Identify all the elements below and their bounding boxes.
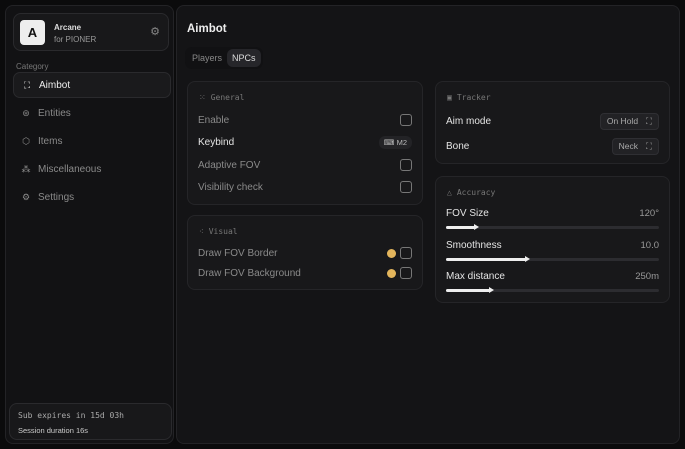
app-subtitle: for PIONER xyxy=(54,35,97,44)
card-header: Accuracy xyxy=(456,188,496,197)
smoothness-slider-row: Smoothness 10.0 xyxy=(446,240,660,262)
bone-label: Bone xyxy=(446,140,470,152)
bone-value: Neck xyxy=(618,140,639,151)
sidebar-item-label: Settings xyxy=(38,191,75,203)
entities-icon: ⊛ xyxy=(22,107,30,118)
category-label: Category xyxy=(16,62,49,71)
slider-fill xyxy=(446,258,527,261)
sub-expires: Sub expires in 15d 03h xyxy=(18,411,124,420)
slider-handle[interactable] xyxy=(524,256,530,262)
keybind-label: Keybind xyxy=(198,136,235,148)
sidebar-item-entities[interactable]: ⊛ Entities xyxy=(13,100,171,126)
target-tabs: Players NPCs xyxy=(185,47,263,69)
crosshair-icon: ⛶ xyxy=(23,79,31,90)
general-icon: ⁙ xyxy=(199,93,206,102)
sidebar-item-settings[interactable]: ⚙ Settings xyxy=(13,184,171,210)
card-header: Tracker xyxy=(456,93,491,102)
select-icon: ⛶ xyxy=(646,140,652,151)
adaptive-fov-label: Adaptive FOV xyxy=(198,159,261,171)
main-panel: Aimbot Players NPCs ⁙ General Enable Keyb… xyxy=(176,5,680,444)
slider-label: Smoothness xyxy=(446,240,502,251)
sidebar: A Arcane for PIONER ⚙ Category ⛶ Aimbot ⊛… xyxy=(5,5,174,444)
slider-value: 10.0 xyxy=(640,240,660,251)
page-title: Aimbot xyxy=(187,23,227,35)
adaptive-fov-checkbox[interactable] xyxy=(400,159,412,171)
keybind-button[interactable]: ⌨ M2 xyxy=(378,135,412,149)
fov-size-slider[interactable] xyxy=(446,224,659,230)
visibility-check-checkbox[interactable] xyxy=(400,181,412,193)
enable-label: Enable xyxy=(198,114,230,126)
session-duration: Session duration 16s xyxy=(18,426,89,435)
card-header: General xyxy=(210,93,245,102)
bone-select[interactable]: Neck ⛶ xyxy=(611,137,659,155)
triangle-icon: △ xyxy=(447,188,452,197)
tracker-icon: ▣ xyxy=(447,93,452,102)
aim-mode-label: Aim mode xyxy=(446,115,492,127)
tab-players[interactable]: Players xyxy=(192,53,223,63)
sidebar-item-label: Aimbot xyxy=(39,79,71,91)
enable-checkbox[interactable] xyxy=(400,114,412,126)
keyboard-icon: ⌨ xyxy=(383,137,397,147)
smoothness-slider[interactable] xyxy=(446,256,659,262)
visibility-check-label: Visibility check xyxy=(198,181,263,193)
slider-fill xyxy=(446,226,476,229)
slider-value: 250m xyxy=(635,271,659,282)
slider-handle[interactable] xyxy=(488,287,494,293)
slider-label: Max distance xyxy=(446,271,505,282)
subscription-info: Sub expires in 15d 03h Session duration … xyxy=(9,403,172,440)
slider-fill xyxy=(446,289,491,292)
fov-background-label: Draw FOV Background xyxy=(198,267,301,279)
slider-value: 120° xyxy=(639,208,659,219)
slider-label: FOV Size xyxy=(446,208,489,219)
sidebar-item-label: Miscellaneous xyxy=(38,163,102,175)
sidebar-item-label: Entities xyxy=(38,107,71,119)
app-logo: A xyxy=(20,20,45,45)
visual-card: ⁖ Visual Draw FOV Border Draw FOV Backgro… xyxy=(187,215,423,290)
fov-size-slider-row: FOV Size 120° xyxy=(446,208,659,230)
slider-handle[interactable] xyxy=(473,224,479,230)
visual-icon: ⁖ xyxy=(199,227,204,236)
tab-npcs[interactable]: NPCs xyxy=(227,49,261,67)
sidebar-item-aimbot[interactable]: ⛶ Aimbot xyxy=(13,72,171,98)
accuracy-card: △ Accuracy FOV Size 120° Smoothness 10.0 Ma… xyxy=(435,176,670,303)
settings-gear-icon[interactable]: ⚙ xyxy=(150,26,160,38)
aim-mode-select[interactable]: On Hold ⛶ xyxy=(599,112,659,130)
profile-card: A Arcane for PIONER ⚙ xyxy=(13,13,169,51)
fov-background-color-swatch[interactable] xyxy=(387,268,396,278)
gear-icon: ⚙ xyxy=(21,191,31,202)
general-card: ⁙ General Enable Keybind ⌨ M2 Adaptive FOV… xyxy=(187,81,423,205)
fov-border-label: Draw FOV Border xyxy=(198,247,278,259)
max-distance-slider-row: Max distance 250m xyxy=(446,271,659,293)
max-distance-slider[interactable] xyxy=(446,287,659,293)
grid-icon: ⁂ xyxy=(21,163,31,174)
box-icon: ⬡ xyxy=(22,135,30,146)
sidebar-item-label: Items xyxy=(38,135,63,147)
fov-border-color-swatch[interactable] xyxy=(387,248,396,258)
app-name: Arcane xyxy=(54,23,82,32)
card-header: Visual xyxy=(208,227,238,236)
sidebar-item-items[interactable]: ⬡ Items xyxy=(13,128,171,154)
fov-background-checkbox[interactable] xyxy=(400,267,412,279)
aim-mode-value: On Hold xyxy=(606,115,639,126)
select-icon: ⛶ xyxy=(646,115,652,126)
tracker-card: ▣ Tracker Aim mode On Hold ⛶ Bone Neck ⛶ xyxy=(435,81,670,164)
keybind-value: M2 xyxy=(396,137,407,147)
sidebar-item-miscellaneous[interactable]: ⁂ Miscellaneous xyxy=(13,156,171,182)
fov-border-checkbox[interactable] xyxy=(400,247,412,259)
